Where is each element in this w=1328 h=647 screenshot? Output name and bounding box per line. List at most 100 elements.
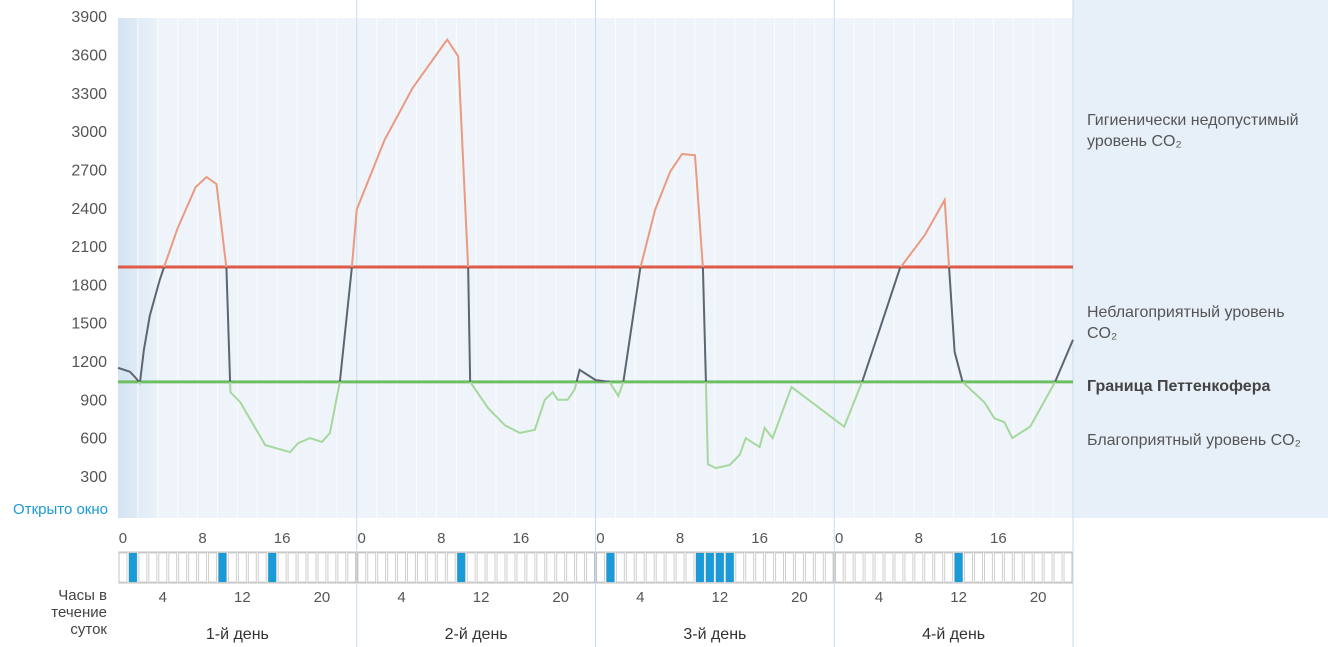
hour-box (735, 552, 745, 583)
hour-box (685, 552, 695, 583)
hour-box (397, 552, 406, 583)
y-tick-label: 3300 (71, 86, 107, 103)
hour-box (1013, 552, 1023, 583)
hour-box (864, 552, 874, 583)
hour-box (814, 552, 824, 583)
day-box-border (118, 551, 357, 584)
hour-box (834, 552, 844, 583)
y-tick-label: 3900 (71, 9, 107, 26)
open-window (725, 553, 734, 582)
day-label: 3-й день (683, 626, 746, 643)
hour-tick-label: 12 (712, 589, 729, 606)
co2-line (137, 381, 1057, 470)
hour-box (496, 552, 506, 583)
hour-tick-label: 12 (473, 589, 490, 606)
hour-tick-label: 0 (835, 530, 843, 547)
hour-tick-label: 4 (875, 589, 883, 606)
hour-tick-label: 16 (751, 530, 768, 547)
hour-box (964, 552, 974, 583)
hour-box (993, 552, 1003, 583)
hour-box (188, 552, 198, 583)
hour-box (944, 552, 954, 583)
hour-box (824, 552, 834, 583)
hour-box (387, 552, 397, 583)
hour-box (566, 552, 576, 583)
hours-label: Часы в течение суток (51, 587, 107, 638)
hour-box (974, 552, 983, 583)
hour-box (914, 552, 924, 583)
hour-box (158, 552, 168, 583)
day-box-border (834, 551, 1073, 584)
hour-box (755, 552, 765, 583)
hour-box (1003, 552, 1013, 583)
hour-box (576, 552, 586, 583)
window-label: Открыто окно (13, 501, 108, 518)
hour-box (804, 552, 814, 583)
hour-box (337, 552, 347, 583)
threshold-label: Граница Петтенкофера (1087, 378, 1271, 395)
hour-tick-label: 16 (274, 530, 291, 547)
hour-box (785, 552, 794, 583)
hour-box (615, 552, 625, 583)
co2-line (117, 267, 1074, 382)
hour-box (1053, 552, 1063, 583)
hour-box (1063, 552, 1073, 583)
y-tick-label: 2100 (71, 239, 107, 256)
y-tick-label: 3000 (71, 124, 107, 141)
hour-box (854, 552, 864, 583)
hour-box (118, 552, 128, 583)
y-tick-label: 1200 (71, 354, 107, 371)
hour-box (765, 552, 775, 583)
day-box-border (357, 551, 595, 584)
hour-box (546, 552, 556, 583)
hour-box (327, 552, 337, 583)
hour-tick-label: 8 (676, 530, 684, 547)
y-tick-label: 1500 (71, 316, 107, 333)
hour-box (138, 552, 148, 583)
open-window (715, 553, 724, 582)
hour-tick-label: 12 (950, 589, 967, 606)
hour-box (486, 552, 496, 583)
hour-box (297, 552, 307, 583)
hour-box (894, 552, 904, 583)
open-window (705, 553, 714, 582)
hour-box (1033, 552, 1043, 583)
hour-tick-label: 8 (198, 530, 206, 547)
day-label: 2-й день (445, 626, 508, 643)
day-box-border (596, 551, 834, 584)
hour-box (675, 552, 685, 583)
hour-tick-label: 0 (119, 530, 127, 547)
zone-label: Благоприятный уровень CO₂ (1087, 432, 1301, 449)
open-window (954, 553, 963, 582)
hour-box (983, 552, 993, 583)
hour-box (655, 552, 665, 583)
hour-tick-label: 20 (314, 589, 331, 606)
hour-tick-label: 12 (234, 589, 251, 606)
hour-box (277, 552, 287, 583)
hour-box (208, 552, 217, 583)
y-tick-label: 2700 (71, 162, 107, 179)
hour-tick-label: 20 (552, 589, 569, 606)
y-tick-label: 2400 (71, 201, 107, 218)
y-tick-label: 300 (80, 469, 107, 486)
hour-box (874, 552, 884, 583)
hour-box (586, 552, 595, 583)
hour-box (466, 552, 476, 583)
hour-tick-label: 20 (791, 589, 808, 606)
hour-box (227, 552, 237, 583)
open-window (457, 553, 466, 582)
hour-box (436, 552, 446, 583)
hour-box (884, 552, 894, 583)
hour-box (287, 552, 297, 583)
open-window (128, 553, 137, 582)
hour-tick-label: 20 (1030, 589, 1047, 606)
hour-box (237, 552, 247, 583)
hour-box (904, 552, 914, 583)
hour-box (426, 552, 436, 583)
y-tick-label: 3600 (71, 48, 107, 65)
hour-box (745, 552, 755, 583)
hour-box (625, 552, 635, 583)
legend-panel (1073, 0, 1328, 518)
hour-box (247, 552, 257, 583)
